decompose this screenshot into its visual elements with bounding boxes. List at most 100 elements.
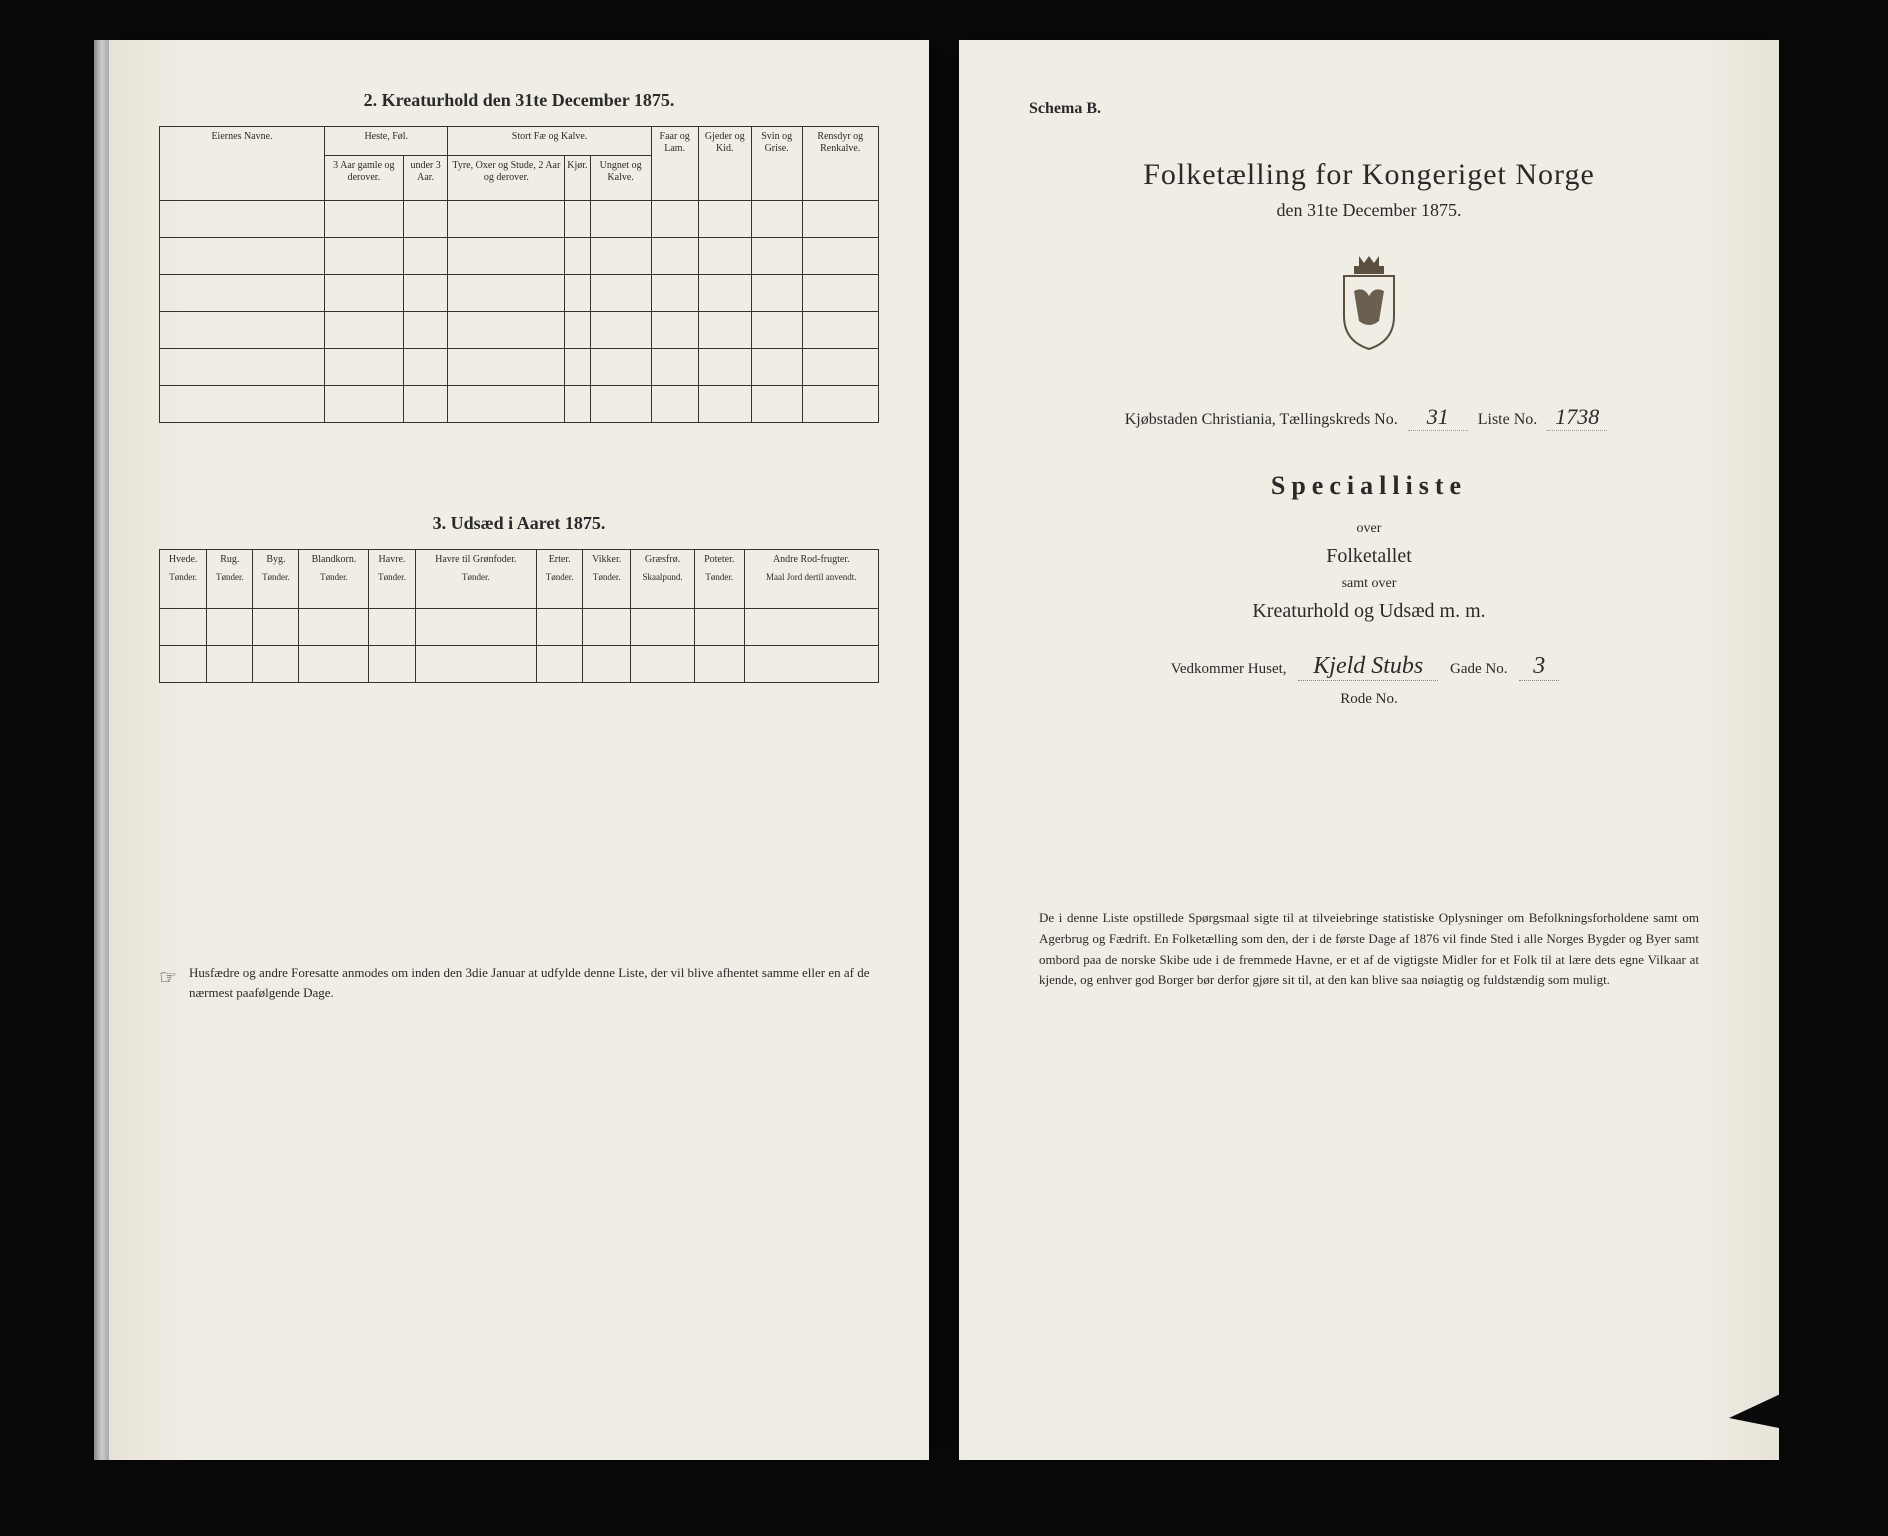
table-cell: [448, 386, 565, 423]
table-cell: [565, 312, 590, 349]
table-cell: [698, 201, 751, 238]
table-cell: [160, 312, 325, 349]
table-cell: [802, 349, 879, 386]
col-header: Erter.Tønder.: [537, 550, 583, 609]
table-cell: [751, 349, 802, 386]
kreds-number: 31: [1408, 404, 1468, 431]
table-cell: [802, 238, 879, 275]
table-cell: [160, 238, 325, 275]
district-line: Kjøbstaden Christiania, Tællingskreds No…: [1009, 404, 1729, 431]
table-cell: [802, 312, 879, 349]
col-header: Græsfrø.Skaalpund.: [631, 550, 695, 609]
coat-of-arms-icon: [1009, 251, 1729, 364]
city-prefix: Kjøbstaden Christiania, Tællingskreds No…: [1125, 411, 1398, 428]
table-cell: [160, 275, 325, 312]
table-row: [160, 275, 879, 312]
table-cell: [369, 609, 415, 646]
table-cell: [160, 201, 325, 238]
rode-label: Rode No.: [1009, 691, 1729, 708]
table-cell: [651, 312, 698, 349]
table-cell: [403, 238, 448, 275]
table-cell: [448, 275, 565, 312]
table-cell: [651, 349, 698, 386]
col-svin: Svin og Grise.: [751, 127, 802, 201]
table-cell: [583, 609, 631, 646]
table-cell: [325, 386, 404, 423]
table-cell: [369, 646, 415, 683]
table-cell: [694, 609, 744, 646]
livestock-table: Eiernes Navne. Heste, Føl. Stort Fæ og K…: [159, 126, 879, 423]
footnote-text: Husfædre og andre Foresatte anmodes om i…: [189, 963, 879, 1002]
table-cell: [651, 238, 698, 275]
main-title: Folketælling for Kongeriget Norge: [1009, 158, 1729, 192]
gade-number: 3: [1519, 653, 1559, 681]
col-header: Rug.Tønder.: [207, 550, 253, 609]
col-storfe-c: Ungnet og Kalve.: [590, 156, 651, 201]
table-cell: [802, 201, 879, 238]
table-cell: [751, 275, 802, 312]
liste-number: 1738: [1547, 404, 1607, 431]
table-cell: [565, 275, 590, 312]
table-cell: [802, 386, 879, 423]
table-cell: [590, 349, 651, 386]
table-cell: [403, 201, 448, 238]
table-cell: [565, 238, 590, 275]
left-page: 2. Kreaturhold den 31te December 1875. E…: [109, 40, 929, 1460]
table-row: [160, 646, 879, 683]
table-cell: [751, 201, 802, 238]
table-cell: [698, 386, 751, 423]
table-cell: [403, 349, 448, 386]
table-cell: [651, 275, 698, 312]
col-faar: Faar og Lam.: [651, 127, 698, 201]
schema-label: Schema B.: [1029, 100, 1729, 118]
samt-over: samt over: [1009, 576, 1729, 592]
table-cell: [651, 386, 698, 423]
table-cell: [299, 646, 369, 683]
table-cell: [299, 609, 369, 646]
col-header: Blandkorn.Tønder.: [299, 550, 369, 609]
footnote-block: ☞ Husfædre og andre Foresatte anmodes om…: [159, 963, 879, 1002]
over-1: over: [1009, 521, 1729, 537]
col-header: Byg.Tønder.: [253, 550, 299, 609]
hus-prefix: Vedkommer Huset,: [1171, 661, 1287, 677]
table-cell: [325, 312, 404, 349]
table-row: [160, 349, 879, 386]
col-rensdyr: Rensdyr og Renkalve.: [802, 127, 879, 201]
table-cell: [565, 386, 590, 423]
table-cell: [565, 201, 590, 238]
table-cell: [448, 312, 565, 349]
table-row: [160, 386, 879, 423]
table-cell: [802, 275, 879, 312]
table-cell: [325, 349, 404, 386]
table-cell: [537, 609, 583, 646]
table-cell: [590, 201, 651, 238]
table-cell: [698, 349, 751, 386]
col-header: Andre Rod-frugter.Maal Jord dertil anven…: [744, 550, 878, 609]
table-cell: [698, 312, 751, 349]
table-cell: [651, 201, 698, 238]
table-cell: [751, 312, 802, 349]
col-header: Vikker.Tønder.: [583, 550, 631, 609]
table-cell: [415, 609, 537, 646]
gade-label: Gade No.: [1450, 661, 1507, 677]
col-header: Hvede.Tønder.: [160, 550, 207, 609]
table-cell: [751, 238, 802, 275]
col-eier: Eiernes Navne.: [160, 127, 325, 201]
table-cell: [590, 238, 651, 275]
table-cell: [583, 646, 631, 683]
table-row: [160, 201, 879, 238]
table-cell: [694, 646, 744, 683]
table-cell: [403, 275, 448, 312]
table-cell: [631, 609, 695, 646]
table-cell: [207, 609, 253, 646]
col-header: Poteter.Tønder.: [694, 550, 744, 609]
col-heste-a: 3 Aar gamle og derover.: [325, 156, 404, 201]
table-cell: [415, 646, 537, 683]
table-cell: [325, 201, 404, 238]
table-cell: [403, 386, 448, 423]
table-cell: [590, 275, 651, 312]
table-row: [160, 609, 879, 646]
table-cell: [253, 646, 299, 683]
col-storfe-a: Tyre, Oxer og Stude, 2 Aar og derover.: [448, 156, 565, 201]
house-line: Vedkommer Huset, Kjeld Stubs Gade No. 3: [1009, 653, 1729, 681]
